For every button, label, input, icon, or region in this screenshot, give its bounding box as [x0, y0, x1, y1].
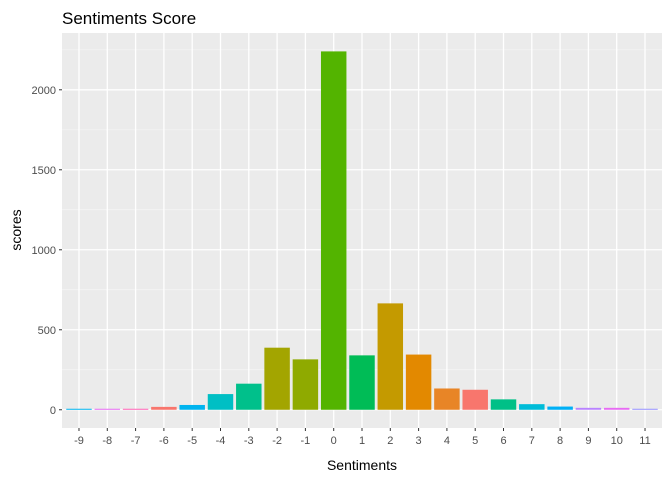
x-tick-label: -7 — [131, 435, 141, 447]
y-tick-label: 1000 — [32, 245, 56, 257]
x-tick-label: 9 — [585, 435, 591, 447]
y-tick-label: 1500 — [32, 165, 56, 177]
x-tick-label: 5 — [472, 435, 478, 447]
bar — [151, 406, 177, 410]
bar — [122, 408, 149, 410]
bar — [603, 407, 630, 410]
x-tick-label: -5 — [187, 435, 197, 447]
x-axis: -9 -8 -7 -6 -5 -4 -3 -2 -1 0 1 2 3 4 5 6 7 8 9 10 11 — [74, 428, 651, 447]
x-tick-label: 4 — [444, 435, 450, 447]
x-tick-label: 3 — [416, 435, 422, 447]
bar — [490, 399, 517, 410]
bar — [179, 404, 205, 410]
x-tick-label: 6 — [500, 435, 506, 447]
x-tick-label: -3 — [244, 435, 254, 447]
x-axis-title: Sentiments — [327, 457, 397, 473]
bar — [292, 359, 319, 410]
bar — [434, 388, 460, 410]
x-tick-label: -6 — [159, 435, 169, 447]
x-tick-label: 1 — [359, 435, 365, 447]
bar — [405, 354, 432, 410]
x-tick-label: 10 — [611, 435, 623, 447]
bar — [462, 389, 488, 410]
x-tick-label: -8 — [102, 435, 112, 447]
x-tick-label: -9 — [74, 435, 84, 447]
bars — [66, 51, 658, 410]
x-tick-label: 8 — [557, 435, 563, 447]
x-tick-label: -2 — [272, 435, 282, 447]
x-tick-label: -4 — [216, 435, 226, 447]
bar — [547, 406, 573, 410]
chart-title: Sentiments Score — [62, 9, 196, 28]
bar — [94, 408, 121, 410]
x-tick-label: 0 — [331, 435, 337, 447]
x-tick-label: -1 — [301, 435, 311, 447]
y-tick-label: 500 — [38, 325, 56, 337]
x-tick-label: 7 — [529, 435, 535, 447]
bar — [320, 51, 347, 410]
bar — [349, 355, 375, 410]
y-tick-label: 0 — [50, 405, 56, 417]
y-axis: 0 500 1000 1500 2000 — [32, 85, 62, 417]
bar — [575, 407, 602, 410]
bar — [66, 408, 92, 410]
y-tick-label: 2000 — [32, 85, 56, 97]
bar — [377, 303, 404, 410]
bar — [207, 394, 234, 410]
bar — [632, 408, 658, 410]
y-axis-title: scores — [8, 209, 24, 250]
x-tick-label: 2 — [387, 435, 393, 447]
bar — [236, 383, 262, 410]
bar — [519, 404, 545, 410]
x-tick-label: 11 — [639, 435, 650, 447]
bar — [264, 347, 290, 410]
